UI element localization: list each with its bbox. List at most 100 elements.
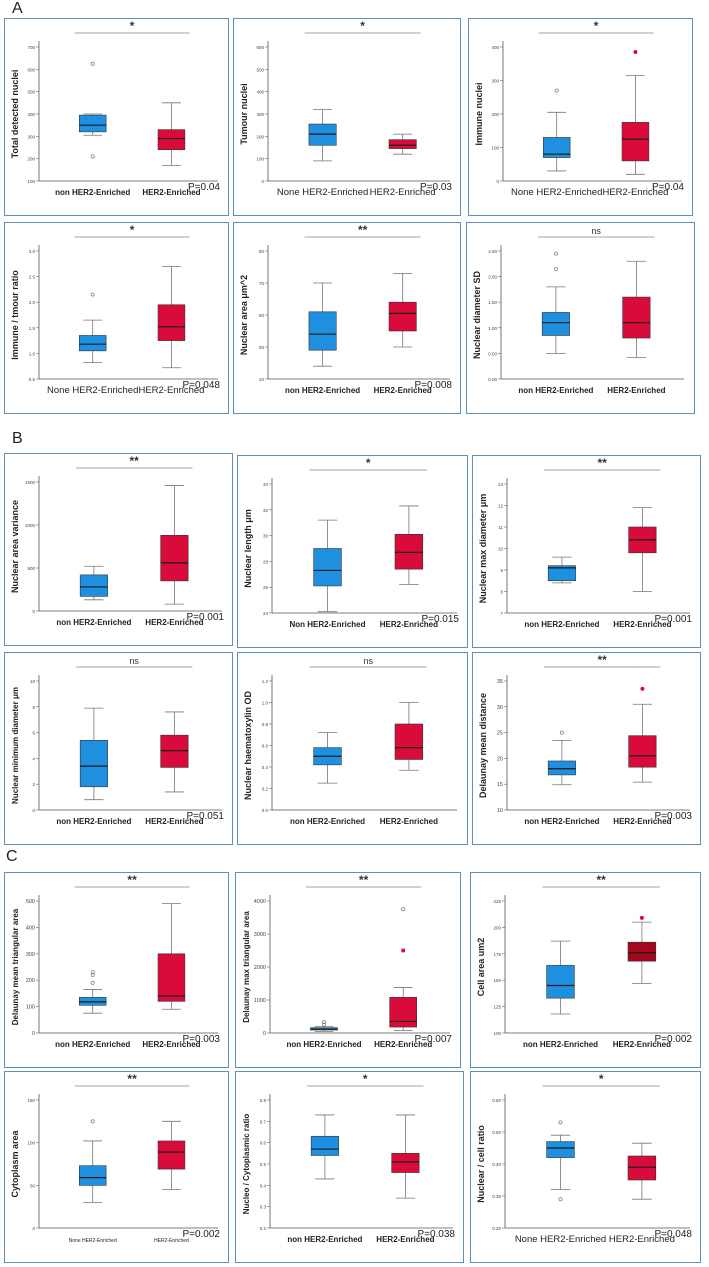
category-label: HER2-Enriched [613, 1040, 671, 1049]
category-label: HER2-Enriched [374, 386, 432, 395]
category-label: non HER2-Enriched [523, 1040, 598, 1049]
boxplot-chart: Delaunay mean distance 10 15 20 25 30 35 non HE… [478, 653, 692, 826]
panel-c4: Cytoplasm area 0 50 100 150 None HER2-Enriche… [4, 1071, 229, 1263]
y-tick-label: 0.00 [488, 377, 497, 382]
box-non-her2 [547, 730, 576, 786]
boxplot-chart: Cell area um2 100 125 150 175 200 225 non HER2-… [476, 873, 692, 1049]
y-tick-label: 200 [27, 157, 35, 162]
box-non-her2 [546, 940, 575, 1015]
panel-c5: Nucleo / Cytoplasmic ratio 0.2 0.3 0.4 0.5 0.… [235, 1071, 464, 1263]
panel-b5: Nuclear haematoxylin OD 0.0 0.2 0.4 0.6 0.8 1.… [237, 652, 468, 845]
p-value-label: P=0.048 [182, 380, 220, 391]
significance-label: ** [358, 223, 368, 237]
y-axis-label: Nuclear area variance [10, 500, 20, 593]
y-axis-label: Cell area um2 [476, 938, 486, 997]
p-value-label: P=0.002 [182, 1229, 220, 1240]
significance-label: ** [127, 873, 137, 887]
y-tick-label: 200 [493, 925, 501, 930]
outlier-point [90, 972, 95, 977]
y-tick-label: 0 [32, 1226, 35, 1231]
p-value-label: P=0.051 [186, 811, 224, 822]
outlier-point [322, 1022, 326, 1027]
y-axis-label: Total detected nuclei [10, 70, 20, 159]
box-iqr [313, 548, 342, 587]
box-non-her2 [79, 565, 108, 601]
significance-label: * [130, 19, 135, 33]
category-label: None HER2-Enriched [69, 1238, 117, 1244]
category-label: HER2-Enriched [613, 620, 671, 629]
box-iqr [388, 139, 417, 149]
y-tick-label: 300 [491, 79, 499, 84]
p-value-label: P=0.04 [652, 182, 684, 193]
y-tick-label: 200 [256, 134, 264, 139]
y-axis-label: Delaunay max triangular area [242, 911, 251, 1023]
outlier-point [90, 980, 95, 985]
boxplot-chart: Nuclear area μm^2 40 50 60 70 80 non HER2-Enri… [239, 223, 452, 395]
category-label: non HER2-Enriched [286, 1040, 361, 1049]
y-axis-label: Cytoplasm area [10, 1129, 20, 1197]
significance-label: ** [597, 653, 607, 667]
box-non-her2 [313, 732, 342, 784]
p-value-label: P=0.04 [188, 182, 220, 193]
box-non-her2 [78, 1119, 107, 1203]
y-tick-label: 300 [256, 112, 264, 117]
y-tick-label: 6 [32, 731, 35, 736]
box-her2 [627, 915, 657, 984]
boxplot-chart: Immune / tmour ratio 0.5 1.0 1.5 2.0 2.5 3.0 No… [10, 223, 220, 396]
y-tick-label: 200 [491, 112, 499, 117]
y-tick-label: 400 [27, 112, 35, 117]
y-tick-label: 0.2 [260, 1226, 267, 1231]
y-tick-label: 34 [263, 482, 269, 487]
y-tick-label: 400 [491, 45, 499, 50]
y-tick-label: 1000 [25, 523, 36, 528]
y-tick-label: 100 [26, 1005, 35, 1011]
y-tick-label: 0 [32, 1031, 35, 1037]
box-iqr [547, 760, 576, 776]
y-tick-label: 600 [256, 45, 264, 50]
y-tick-label: 3.0 [29, 249, 36, 254]
outlier-point [90, 61, 95, 66]
y-tick-label: 500 [26, 899, 35, 905]
y-tick-label: 1500 [25, 480, 36, 485]
y-axis-label: Nucleo / Cytoplasmic ratio [242, 1114, 251, 1215]
y-tick-label: 80 [259, 249, 265, 254]
box-non-her2 [308, 109, 337, 162]
p-value-label: P=0.015 [421, 614, 459, 625]
y-tick-label: 200 [26, 978, 35, 984]
y-tick-label: 700 [27, 45, 35, 50]
y-tick-label: 25 [497, 731, 503, 737]
y-tick-label: 2 [32, 782, 35, 787]
y-tick-label: 40 [259, 377, 265, 382]
section-label-c: C [6, 848, 18, 865]
y-tick-label: 175 [493, 952, 501, 957]
outlier-point [90, 154, 95, 159]
category-label: non HER2-Enriched [285, 386, 360, 395]
y-tick-label: 20 [497, 756, 503, 762]
panel-c1: Delaunay mean triangular area 0 100 200 300 4… [4, 872, 229, 1068]
category-label: HER2-Enriched [154, 1238, 189, 1244]
category-label: non HER2-Enriched [287, 1235, 362, 1244]
box-iqr [546, 1141, 575, 1158]
y-tick-label: 4 [32, 756, 35, 761]
y-tick-label: 28 [263, 559, 269, 564]
outlier-point [553, 266, 558, 271]
y-tick-label: 11 [498, 525, 503, 530]
y-tick-label: 0.30 [492, 1194, 501, 1199]
y-tick-label: 0.40 [492, 1162, 501, 1167]
category-label: non HER2-Enriched [56, 817, 131, 826]
box-non-her2 [542, 88, 571, 172]
panel-b3: Nuclear max diameter μm 7 8 9 10 11 12 13 non HE… [472, 455, 701, 648]
box-her2 [388, 273, 417, 348]
p-value-label: P=0.003 [654, 811, 692, 822]
category-label: HER2-Enriched [602, 187, 668, 198]
box-iqr [79, 740, 108, 788]
significance-label: ns [363, 656, 373, 666]
box-iqr [541, 312, 570, 336]
y-tick-label: 0.6 [260, 1141, 267, 1146]
significance-label: ns [591, 226, 601, 236]
y-tick-label: 0.7 [260, 1119, 267, 1124]
y-tick-label: 0.5 [29, 377, 36, 382]
panel-a2: Tumour nuclei 0 100 200 300 400 500 600 None HER… [233, 18, 461, 216]
section-label-a: A [12, 0, 23, 17]
box-non-her2 [308, 282, 337, 367]
